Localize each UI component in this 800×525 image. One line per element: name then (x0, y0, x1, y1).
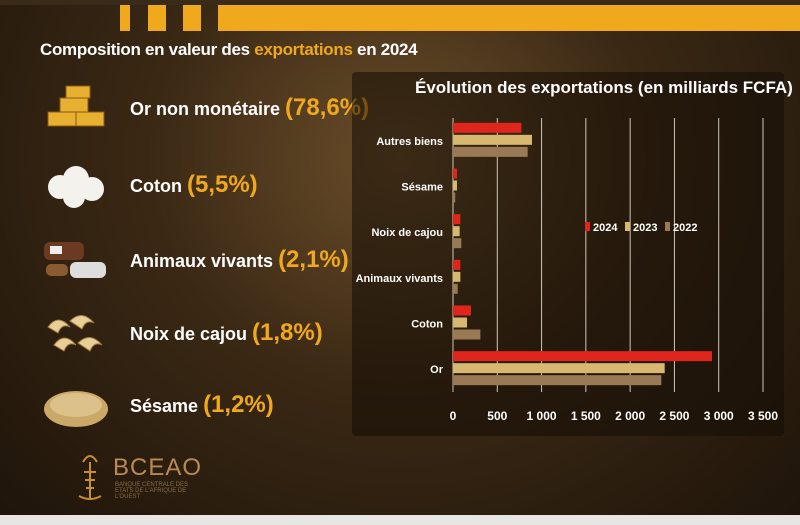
bar-2023-animaux-vivants (453, 271, 461, 282)
legend-label: 2023 (633, 222, 657, 234)
composition-item-cajou: Noix de cajou (1,8%) (40, 303, 323, 363)
livestock-icon (40, 234, 112, 286)
legend-label: 2024 (593, 222, 618, 234)
item-percent: (1,2%) (203, 391, 274, 418)
composition-item-animaux: Animaux vivants (2,1%) (40, 230, 349, 290)
composition-title: Composition en valeur des exportations e… (40, 40, 418, 59)
gold-bars-icon (40, 82, 112, 134)
category-label: Coton (411, 319, 443, 331)
item-percent: (5,5%) (186, 171, 258, 198)
bar-2024-animaux-vivants (453, 259, 461, 270)
bar-2024-sésame (453, 168, 457, 179)
chart-title: Évolution des exportations (en milliards… (415, 78, 793, 97)
bar-2024-or (453, 351, 712, 362)
bottom-strip (0, 515, 800, 525)
bar-2024-noix-de-cajou (453, 214, 461, 225)
bar-2022-coton (453, 329, 481, 340)
item-percent: (2,1%) (278, 246, 349, 273)
bar-2022-or (453, 375, 662, 386)
category-label: Animaux vivants (356, 273, 443, 285)
x-tick-label: 1 500 (571, 409, 601, 423)
category-label: Autres biens (376, 136, 443, 148)
composition-item-coton: Coton (5,5%) (40, 155, 258, 215)
header-stripe (120, 5, 130, 31)
logo-subtitle: BANQUE CENTRALE DES ETATS DE L'AFRIQUE D… (115, 482, 189, 500)
bar-2023-autres-biens (453, 134, 533, 145)
header-bar (218, 5, 800, 31)
bceao-logo: BCEAO BANQUE CENTRALE DES ETATS DE L'AFRI… (75, 452, 205, 502)
bar-2023-sésame (453, 180, 457, 191)
bar-2023-noix-de-cajou (453, 226, 460, 237)
x-tick-label: 2 500 (659, 409, 689, 423)
legend-swatch-2024 (585, 222, 590, 231)
category-label: Noix de cajou (371, 227, 443, 239)
cashew-icon (40, 307, 112, 359)
bar-2024-coton (453, 305, 471, 316)
category-label: Sésame (401, 182, 443, 194)
legend-label: 2022 (673, 222, 697, 234)
x-tick-label: 3 500 (748, 409, 778, 423)
legend-swatch-2023 (625, 222, 630, 231)
x-tick-label: 3 000 (704, 409, 734, 423)
cotton-icon (40, 159, 112, 211)
item-label: Noix de cajou (1,8%) (130, 319, 323, 346)
top-bar (0, 0, 800, 5)
x-tick-label: 1 000 (527, 409, 557, 423)
x-tick-label: 2 000 (615, 409, 645, 423)
logo-name: BCEAO (113, 454, 203, 481)
bar-2022-animaux-vivants (453, 283, 458, 294)
bar-2023-or (453, 363, 665, 374)
bar-2022-noix-de-cajou (453, 238, 462, 249)
sesame-icon (40, 379, 112, 431)
bar-2024-autres-biens (453, 122, 522, 133)
header-stripe (148, 5, 166, 31)
bar-2022-autres-biens (453, 146, 528, 157)
header-stripe (183, 5, 201, 31)
x-tick-label: 500 (487, 409, 507, 423)
bar-2022-sésame (453, 192, 456, 203)
category-label: Or (430, 364, 444, 376)
item-label: Coton (5,5%) (130, 171, 258, 198)
logo-emblem-icon (78, 455, 102, 500)
legend-swatch-2022 (665, 222, 670, 231)
x-tick-label: 0 (450, 409, 457, 423)
item-label: Animaux vivants (2,1%) (130, 246, 349, 273)
item-label: Sésame (1,2%) (130, 391, 274, 418)
bar-2023-coton (453, 317, 467, 328)
composition-item-sesame: Sésame (1,2%) (40, 375, 274, 435)
item-percent: (1,8%) (252, 319, 323, 346)
